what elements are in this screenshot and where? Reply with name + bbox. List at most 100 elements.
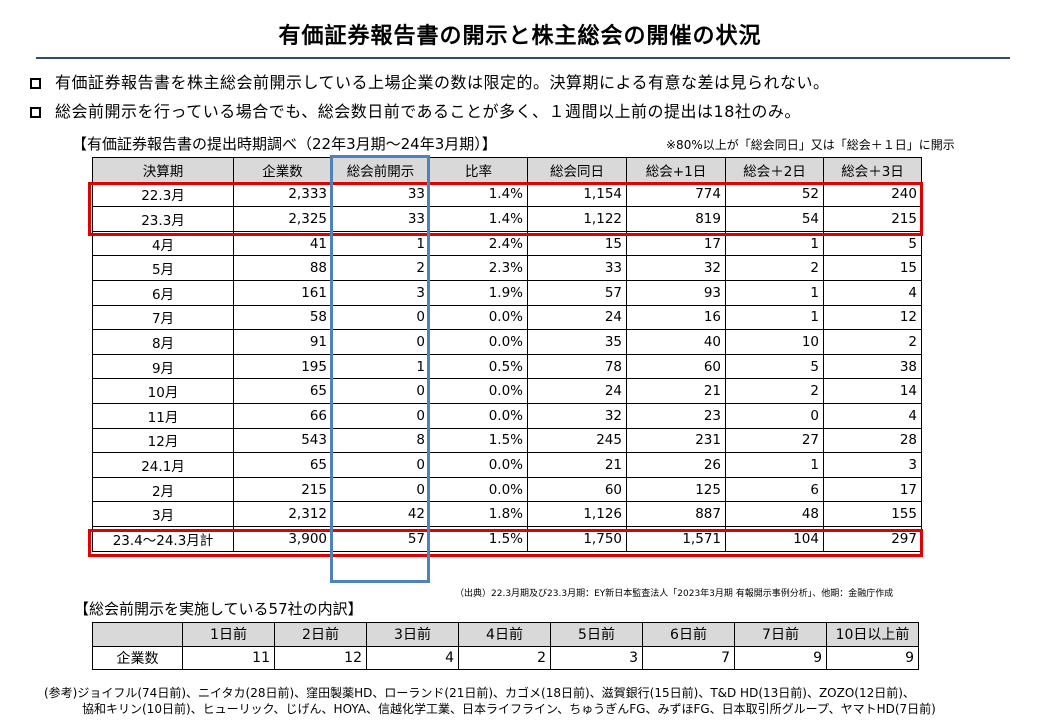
table-cell: 1.4% — [429, 181, 528, 208]
table-cell: 2,333 — [233, 181, 332, 208]
table-cell: 91 — [233, 329, 332, 355]
highlight-box-pre-meeting-column — [330, 155, 430, 583]
table-cell: 819 — [626, 206, 726, 232]
table-cell: 21 — [626, 378, 726, 404]
main-table-note: ※80%以上が「総会同日」又は「総会＋１日」に開示 — [666, 138, 955, 152]
table-cell: 28 — [823, 427, 922, 454]
table-cell: 12月 — [92, 427, 234, 454]
table-cell: 887 — [626, 501, 726, 527]
square-bullet-icon — [30, 78, 41, 89]
table-cell: 0.0% — [429, 402, 528, 429]
table-cell: 195 — [233, 353, 332, 380]
table-cell: 1 — [725, 304, 824, 331]
table-cell: 23.3月 — [92, 206, 234, 232]
table-cell: 245 — [527, 427, 627, 454]
table-cell: 11 — [182, 645, 275, 670]
table-cell: 7 — [642, 645, 735, 670]
filing-timing-table: 決算期 企業数 総会前開示 比率 総会同日 総会+1日 総会＋2日 総会＋3日 … — [92, 157, 922, 552]
table-header-row: 1日前 2日前 3日前 4日前 5日前 6日前 7日前 10日以上前 — [92, 622, 919, 647]
table-cell: 0 — [331, 329, 430, 355]
table-cell: 60 — [527, 476, 627, 503]
table-cell: 4 — [823, 279, 922, 306]
table-cell: 26 — [626, 452, 726, 478]
table-cell: 1,126 — [527, 501, 627, 527]
table-cell: 9 — [826, 645, 919, 670]
table-row: 7月 58 0 0.0% 24 16 1 12 — [92, 304, 922, 331]
table-cell: 0 — [331, 304, 430, 331]
table-cell: 0 — [331, 378, 430, 404]
table-cell: 1.8% — [429, 501, 528, 527]
header-cell: 10日以上前 — [826, 622, 919, 647]
table-cell: 2 — [458, 645, 551, 670]
table-cell: 6月 — [92, 279, 234, 306]
table-cell: 16 — [626, 304, 726, 331]
table-cell: 企業数 — [92, 645, 183, 670]
table-cell: 11月 — [92, 402, 234, 429]
table-cell: 9 — [734, 645, 827, 670]
table-cell: 0.0% — [429, 329, 528, 355]
table-cell: 8月 — [92, 329, 234, 355]
header-cell: 2日前 — [274, 622, 367, 647]
table-cell: 88 — [233, 255, 332, 281]
bullet-2-text: 総会前開示を行っている場合でも、総会数日前であることが多く、１週間以上前の提出は… — [55, 102, 801, 121]
header-cell: 総会同日 — [527, 157, 627, 183]
table-cell: 215 — [823, 206, 922, 232]
table-cell: 24 — [527, 304, 627, 331]
table-cell: 1 — [725, 279, 824, 306]
page-title: 有価証券報告書の開示と株主総会の開催の状況 — [278, 24, 762, 49]
table-cell: 6 — [725, 476, 824, 503]
table-cell: 125 — [626, 476, 726, 503]
table-row: 8月 91 0 0.0% 35 40 10 2 — [92, 329, 922, 355]
reference-line-2: 協和キリン(10日前)、ヒューリック、じげん、HOYA、信越化学工業、日本ライフ… — [82, 702, 936, 716]
header-cell: 1日前 — [182, 622, 275, 647]
table-row: 9月 195 1 0.5% 78 60 5 38 — [92, 353, 922, 380]
source-note: （出典）22.3月期及び23.3月期：EY新日本監査法人「2023年3月期 有報… — [455, 589, 894, 599]
table-cell: 5 — [725, 353, 824, 380]
table-cell: 1 — [725, 452, 824, 478]
table-cell: 0.0% — [429, 304, 528, 331]
table-cell: 48 — [725, 501, 824, 527]
table-row: 6月 161 3 1.9% 57 93 1 4 — [92, 279, 922, 306]
table-cell: 0.0% — [429, 378, 528, 404]
table-cell: 1,122 — [527, 206, 627, 232]
table-cell: 40 — [626, 329, 726, 355]
table-cell: 15 — [823, 255, 922, 281]
table-cell: 1.5% — [429, 427, 528, 454]
table-row: 22.3月 2,333 33 1.4% 1,154 774 52 240 — [92, 181, 922, 208]
table-cell: 4 — [366, 645, 459, 670]
table-cell: 0.0% — [429, 476, 528, 503]
header-cell — [92, 622, 183, 647]
table-cell: 35 — [527, 329, 627, 355]
bullet-1: 有価証券報告書を株主総会前開示している上場企業の数は限定的。決算期による有意な差… — [30, 69, 830, 93]
table-cell: 93 — [626, 279, 726, 306]
header-cell: 3日前 — [366, 622, 459, 647]
square-bullet-icon — [30, 107, 41, 118]
table-cell: 60 — [626, 353, 726, 380]
table-cell: 58 — [233, 304, 332, 331]
table-row: 12月 543 8 1.5% 245 231 27 28 — [92, 427, 922, 454]
table-cell: 27 — [725, 427, 824, 454]
bullet-1-text: 有価証券報告書を株主総会前開示している上場企業の数は限定的。決算期による有意な差… — [55, 73, 830, 92]
table-cell: 7月 — [92, 304, 234, 331]
table-cell: 32 — [626, 255, 726, 281]
table-cell: 155 — [823, 501, 922, 527]
table-cell: 23 — [626, 402, 726, 429]
table-row: 23.3月 2,325 33 1.4% 1,122 819 54 215 — [92, 206, 922, 232]
header-cell: 比率 — [429, 157, 528, 183]
table-cell: 2 — [725, 378, 824, 404]
title-divider — [36, 57, 1010, 59]
table-cell: 240 — [823, 181, 922, 208]
table-row: 企業数 11 12 4 2 3 7 9 9 — [92, 645, 919, 670]
header-cell: 企業数 — [233, 157, 332, 183]
header-cell: 4日前 — [458, 622, 551, 647]
table-cell: 12 — [274, 645, 367, 670]
table-cell: 2月 — [92, 476, 234, 503]
highlight-box-prior-years — [88, 182, 923, 236]
table-cell: 3月 — [92, 501, 234, 527]
table-header-row: 決算期 企業数 総会前開示 比率 総会同日 総会+1日 総会＋2日 総会＋3日 — [92, 157, 922, 183]
table-row: 11月 66 0 0.0% 32 23 0 4 — [92, 402, 922, 429]
table-cell: 3 — [823, 452, 922, 478]
table-cell: 57 — [527, 279, 627, 306]
table-row: 2月 215 0 0.0% 60 125 6 17 — [92, 476, 922, 503]
header-cell: 6日前 — [642, 622, 735, 647]
